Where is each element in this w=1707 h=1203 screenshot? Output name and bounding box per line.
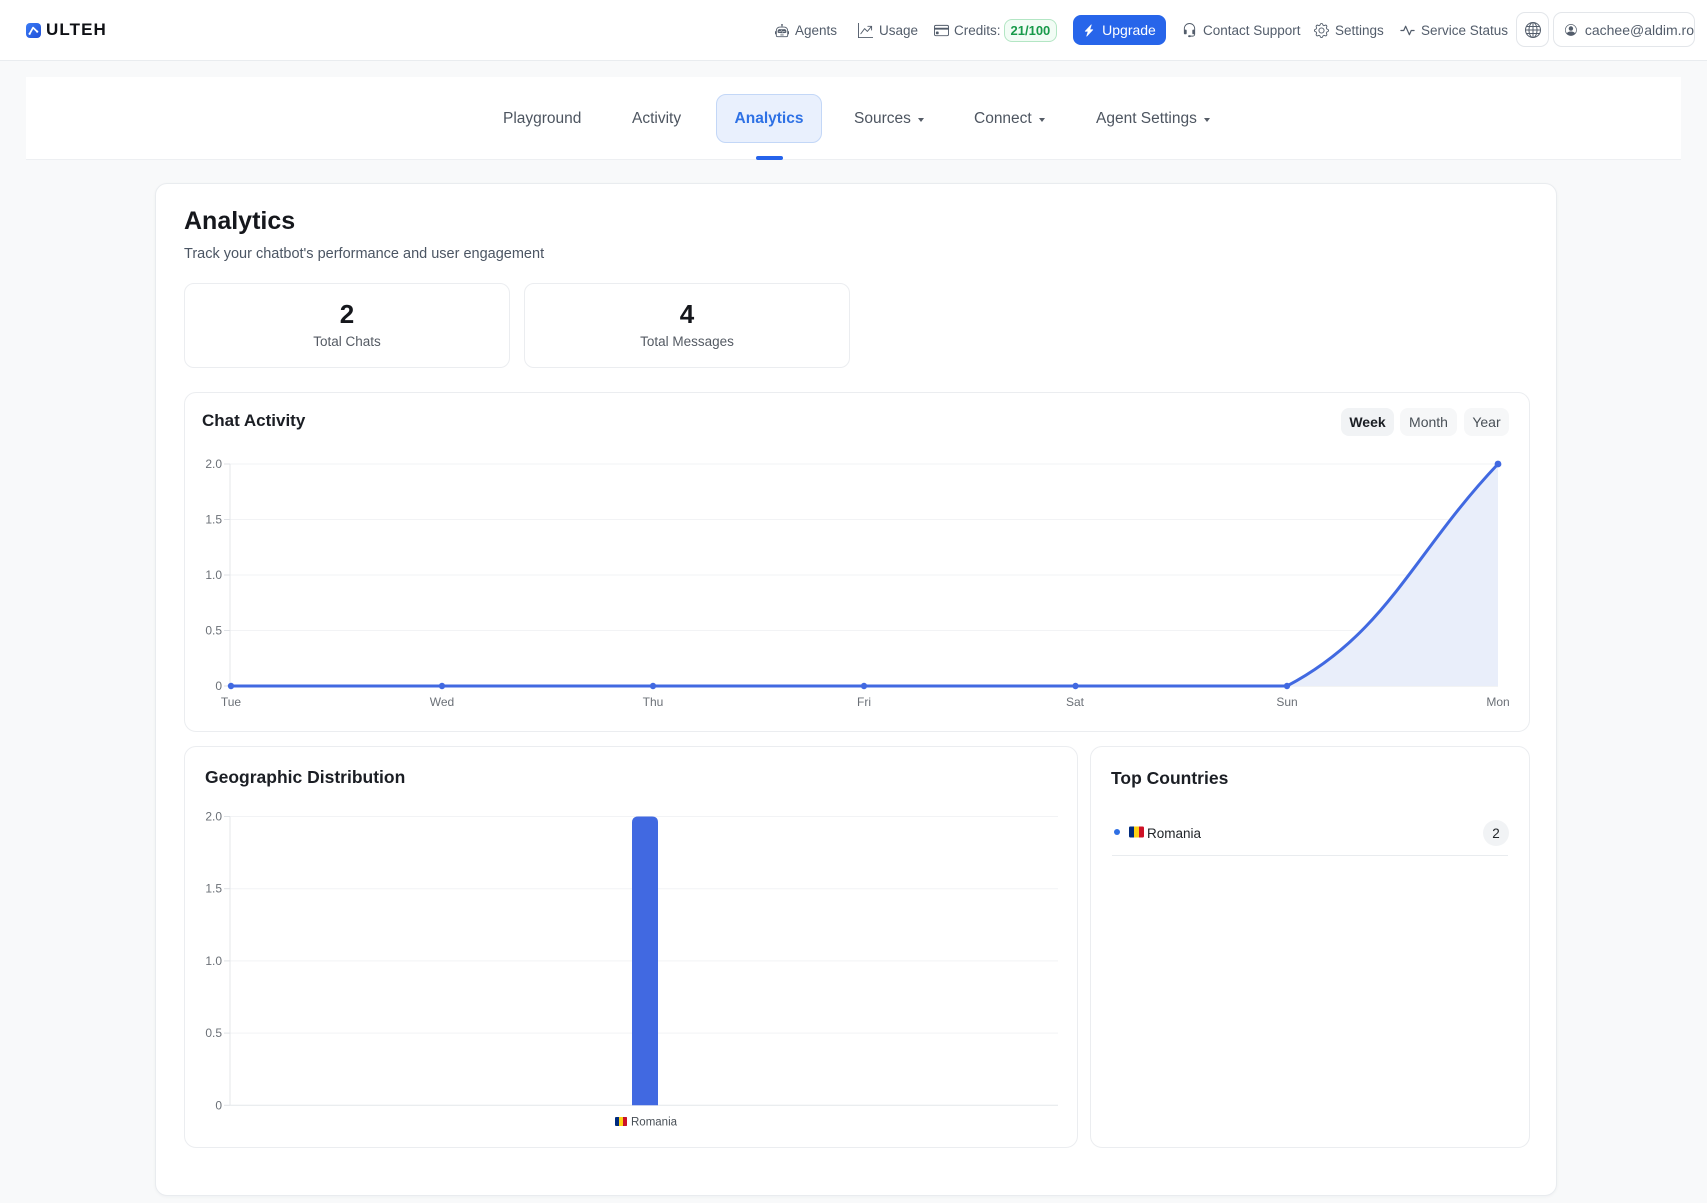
svg-text:0: 0	[215, 679, 222, 693]
svg-text:Wed: Wed	[430, 695, 454, 709]
svg-text:0: 0	[215, 1098, 222, 1112]
svg-text:0.5: 0.5	[205, 624, 222, 638]
svg-text:1.0: 1.0	[205, 568, 222, 582]
svg-text:2.0: 2.0	[205, 457, 222, 471]
svg-text:Romania: Romania	[631, 1117, 678, 1129]
svg-text:Tue: Tue	[221, 695, 242, 709]
svg-text:1.5: 1.5	[205, 513, 222, 527]
svg-text:Mon: Mon	[1486, 695, 1509, 709]
svg-text:0.5: 0.5	[205, 1026, 222, 1040]
svg-text:1.5: 1.5	[205, 882, 222, 896]
svg-text:Sat: Sat	[1066, 695, 1085, 709]
svg-text:Thu: Thu	[643, 695, 664, 709]
svg-text:Fri: Fri	[857, 695, 871, 709]
svg-text:Sun: Sun	[1276, 695, 1297, 709]
svg-text:1.0: 1.0	[205, 954, 222, 968]
svg-text:2.0: 2.0	[205, 810, 222, 824]
